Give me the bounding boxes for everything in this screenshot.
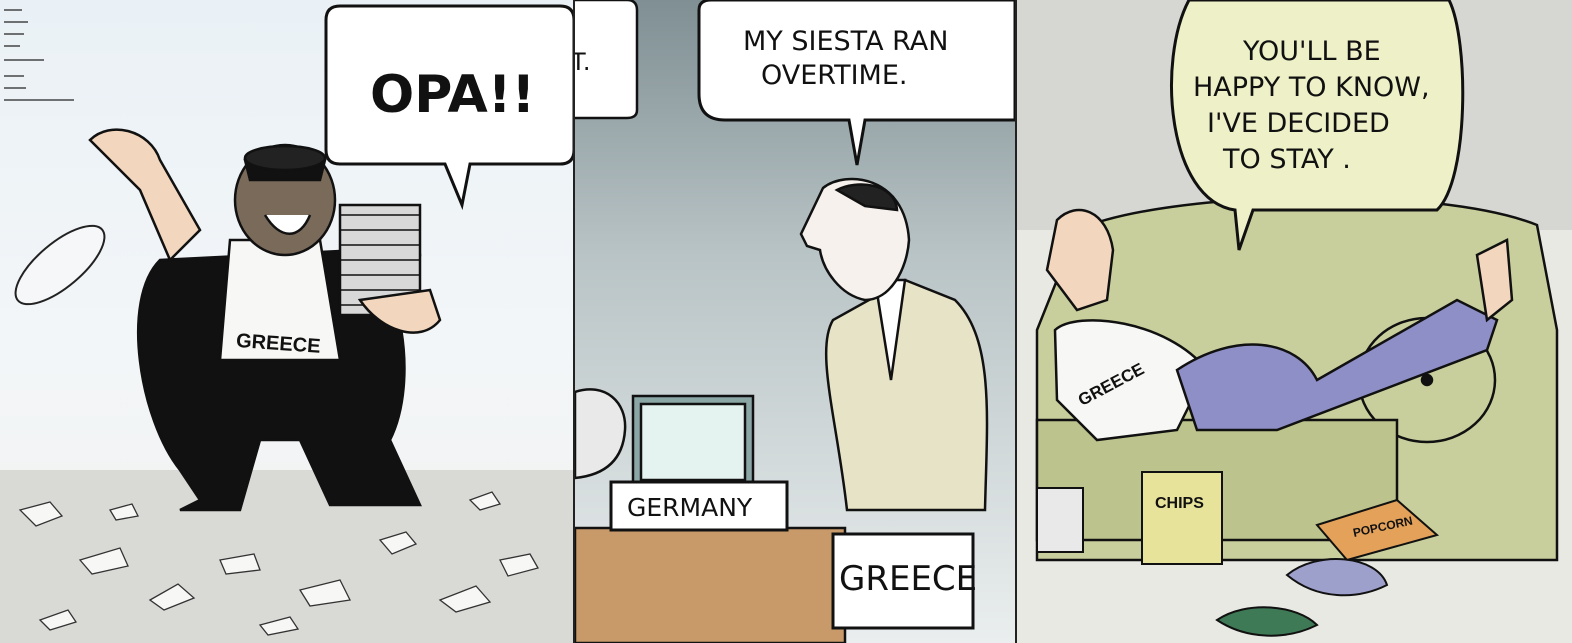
bubble-text-stay-2: HAPPY TO KNOW, <box>1193 72 1430 103</box>
seated-worker <box>575 388 627 480</box>
thrown-plate <box>14 224 106 306</box>
broken-plates <box>0 470 574 643</box>
greek-man-figure <box>88 128 442 512</box>
panel-stay: GREECE CHIPS POPCORN YOU'LL BE HAPPY TO … <box>1014 0 1572 643</box>
panel-stay-art: GREECE CHIPS POPCORN YOU'LL BE HAPPY TO … <box>1016 0 1572 637</box>
bubble-text-siesta-2: OVERTIME. <box>761 60 908 91</box>
speech-bubble-siesta <box>697 0 1015 166</box>
panel-opa: GREECE OPA!! T. <box>0 0 574 643</box>
greece-sign <box>831 532 975 630</box>
bubble-text-stay-4: TO STAY . <box>1222 144 1351 175</box>
germany-sign <box>609 480 789 532</box>
bubble-text-stay-1: YOU'LL BE <box>1242 36 1381 67</box>
partial-left-bubble-text: T. <box>575 48 590 76</box>
junk-food-pile <box>1035 471 1439 637</box>
bubble-text-opa: OPA!! <box>370 65 535 125</box>
computer-monitor <box>632 394 755 490</box>
standing-man-figure <box>799 177 989 512</box>
lounging-man-figure <box>1045 208 1514 442</box>
artist-signature <box>4 9 74 101</box>
panel-siesta-art: T. MY SIESTA RAN OVERTIME. GERMANY <box>575 0 1015 643</box>
bubble-text-stay-3: I'VE DECIDED <box>1207 108 1390 139</box>
greece-sign-text: GREECE <box>839 559 977 599</box>
germany-sign-text: GERMANY <box>627 493 753 522</box>
bubble-text-siesta-1: MY SIESTA RAN <box>743 26 948 57</box>
panel-opa-art: GREECE OPA!! T. <box>0 4 574 643</box>
speech-bubble-stay <box>1169 0 1464 251</box>
partial-left-bubble <box>575 0 639 120</box>
panel-siesta: T. MY SIESTA RAN OVERTIME. GERMANY <box>573 0 1015 643</box>
speech-bubble-opa <box>324 4 574 211</box>
desk <box>575 526 847 643</box>
chips-bag-label: CHIPS <box>1155 495 1204 512</box>
